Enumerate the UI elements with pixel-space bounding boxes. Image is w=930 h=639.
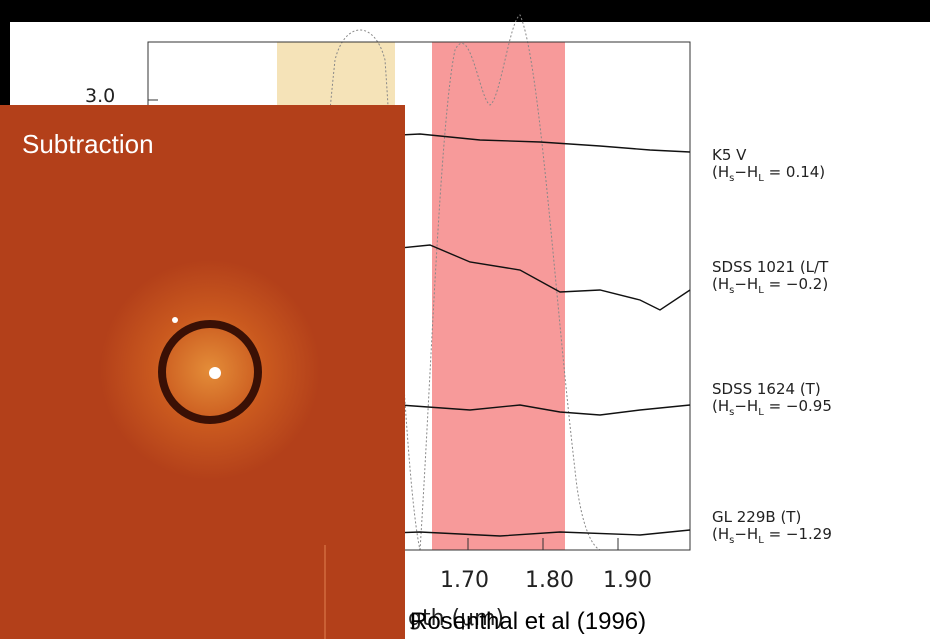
disk-ring — [158, 320, 262, 424]
color-index: (Hs−HL = −1.29 — [712, 525, 832, 546]
index-part: −H — [734, 163, 758, 181]
index-part: L — [758, 173, 764, 184]
index-part: = −0.95 — [764, 397, 832, 415]
x-axis-label: gth (μm) — [408, 606, 504, 631]
index-part: = 0.14) — [764, 163, 825, 181]
color-index: (Hs−HL = 0.14) — [712, 163, 825, 184]
index-part: −H — [734, 397, 758, 415]
index-part: L — [758, 407, 764, 418]
spectrum-name: SDSS 1624 (T) — [712, 380, 821, 398]
index-part: (H — [712, 397, 729, 415]
index-part: = −0.2) — [764, 275, 828, 293]
star — [209, 367, 221, 379]
inset: Subtraction — [0, 105, 405, 639]
top-bar — [0, 0, 930, 22]
x-tick-label: 1.80 — [525, 568, 574, 593]
index-part: s — [729, 407, 734, 418]
index-part: L — [758, 535, 764, 546]
index-part: (H — [712, 275, 729, 293]
x-tick-label: 1.70 — [440, 568, 489, 593]
index-part: s — [729, 535, 734, 546]
filter-curve — [419, 14, 601, 551]
companion — [172, 317, 178, 323]
index-part: (H — [712, 163, 729, 181]
index-part: L — [758, 285, 764, 296]
index-part: s — [729, 285, 734, 296]
inset-title: Subtraction — [22, 129, 154, 159]
spectrum-name: GL 229B (T) — [712, 508, 801, 526]
index-part: s — [729, 173, 734, 184]
spectrum-name: SDSS 1021 (L/T — [712, 258, 829, 276]
index-part: −H — [734, 275, 758, 293]
citation: Rosenthal et al (1996) — [410, 608, 646, 635]
index-part: = −1.29 — [764, 525, 832, 543]
color-index: (Hs−HL = −0.95 — [712, 397, 832, 418]
band-red — [432, 42, 565, 550]
x-tick-label: 1.90 — [603, 568, 652, 593]
index-part: −H — [734, 525, 758, 543]
color-index: (Hs−HL = −0.2) — [712, 275, 828, 296]
y-tick-label: 3.0 — [85, 85, 115, 107]
spectrum-name: K5 V — [712, 146, 747, 164]
index-part: (H — [712, 525, 729, 543]
